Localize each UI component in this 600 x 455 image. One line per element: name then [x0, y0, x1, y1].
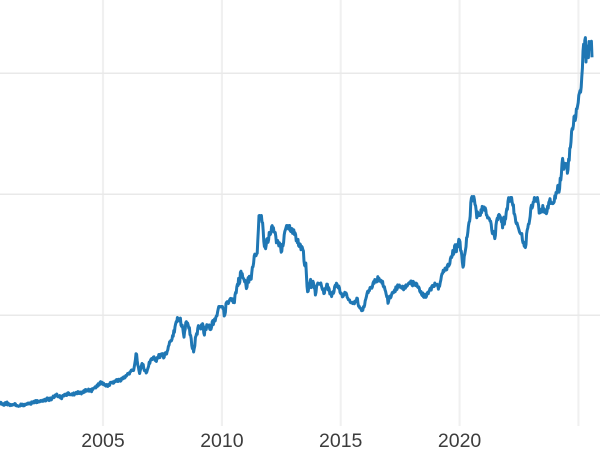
svg-text:2015: 2015 [319, 430, 363, 450]
svg-text:2005: 2005 [81, 430, 125, 450]
svg-text:2010: 2010 [200, 430, 244, 450]
svg-text:2020: 2020 [438, 430, 482, 450]
